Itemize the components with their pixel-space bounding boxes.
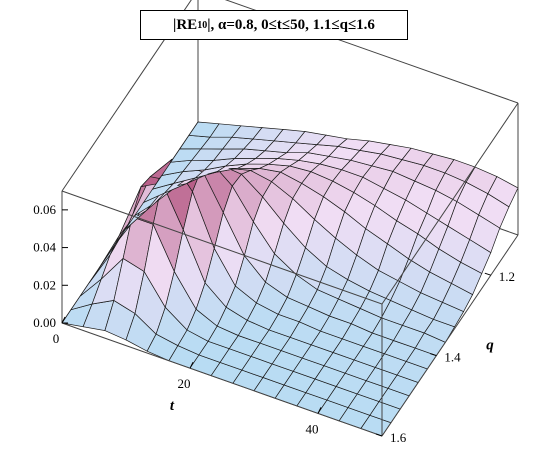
bounding-box-front bbox=[61, 102, 519, 437]
title-prefix: |RE bbox=[173, 16, 198, 33]
surface-mesh bbox=[61, 121, 519, 437]
t-tick-label: 20 bbox=[178, 376, 191, 391]
box-edge-bottom-front-left bbox=[61, 322, 383, 437]
title-suffix: |, α=0.8, 0≤t≤50, 1.1≤q≤1.6 bbox=[207, 16, 375, 33]
t-tick-mark bbox=[61, 316, 66, 324]
q-axis-label: q bbox=[486, 338, 494, 354]
q-tick-label: 1.4 bbox=[444, 350, 461, 365]
t-tick-label: 40 bbox=[306, 421, 319, 436]
box-edge-bottom-front-right bbox=[381, 234, 519, 437]
q-tick-mark bbox=[484, 272, 491, 276]
axes: 0.00 0.02 0.04 0.06 0 20 40 1.2 1.4 1.6 t q bbox=[33, 202, 515, 445]
q-tick-label: 1.2 bbox=[499, 269, 515, 284]
q-tick-mark bbox=[375, 433, 383, 437]
box-edge-top-front-left bbox=[61, 190, 383, 305]
surface-patch bbox=[487, 176, 519, 208]
t-tick-mark bbox=[317, 407, 322, 414]
q-tick-mark bbox=[430, 353, 437, 357]
box-edge-top-back bbox=[224, 0, 519, 104]
box-edge-top-front-right bbox=[381, 102, 519, 305]
t-axis-label: t bbox=[170, 398, 175, 414]
t-tick-mark bbox=[189, 361, 194, 369]
z-tick-label: 0.02 bbox=[33, 277, 56, 292]
z-tick-label: 0.06 bbox=[33, 202, 56, 217]
chart-title: |RE 10 |, α=0.8, 0≤t≤50, 1.1≤q≤1.6 bbox=[140, 10, 408, 40]
title-subscript: 10 bbox=[197, 19, 208, 31]
t-tick-label: 0 bbox=[53, 331, 60, 346]
z-tick-label: 0.00 bbox=[33, 315, 56, 330]
q-tick-label: 1.6 bbox=[390, 430, 407, 445]
z-tick-label: 0.04 bbox=[33, 240, 56, 255]
